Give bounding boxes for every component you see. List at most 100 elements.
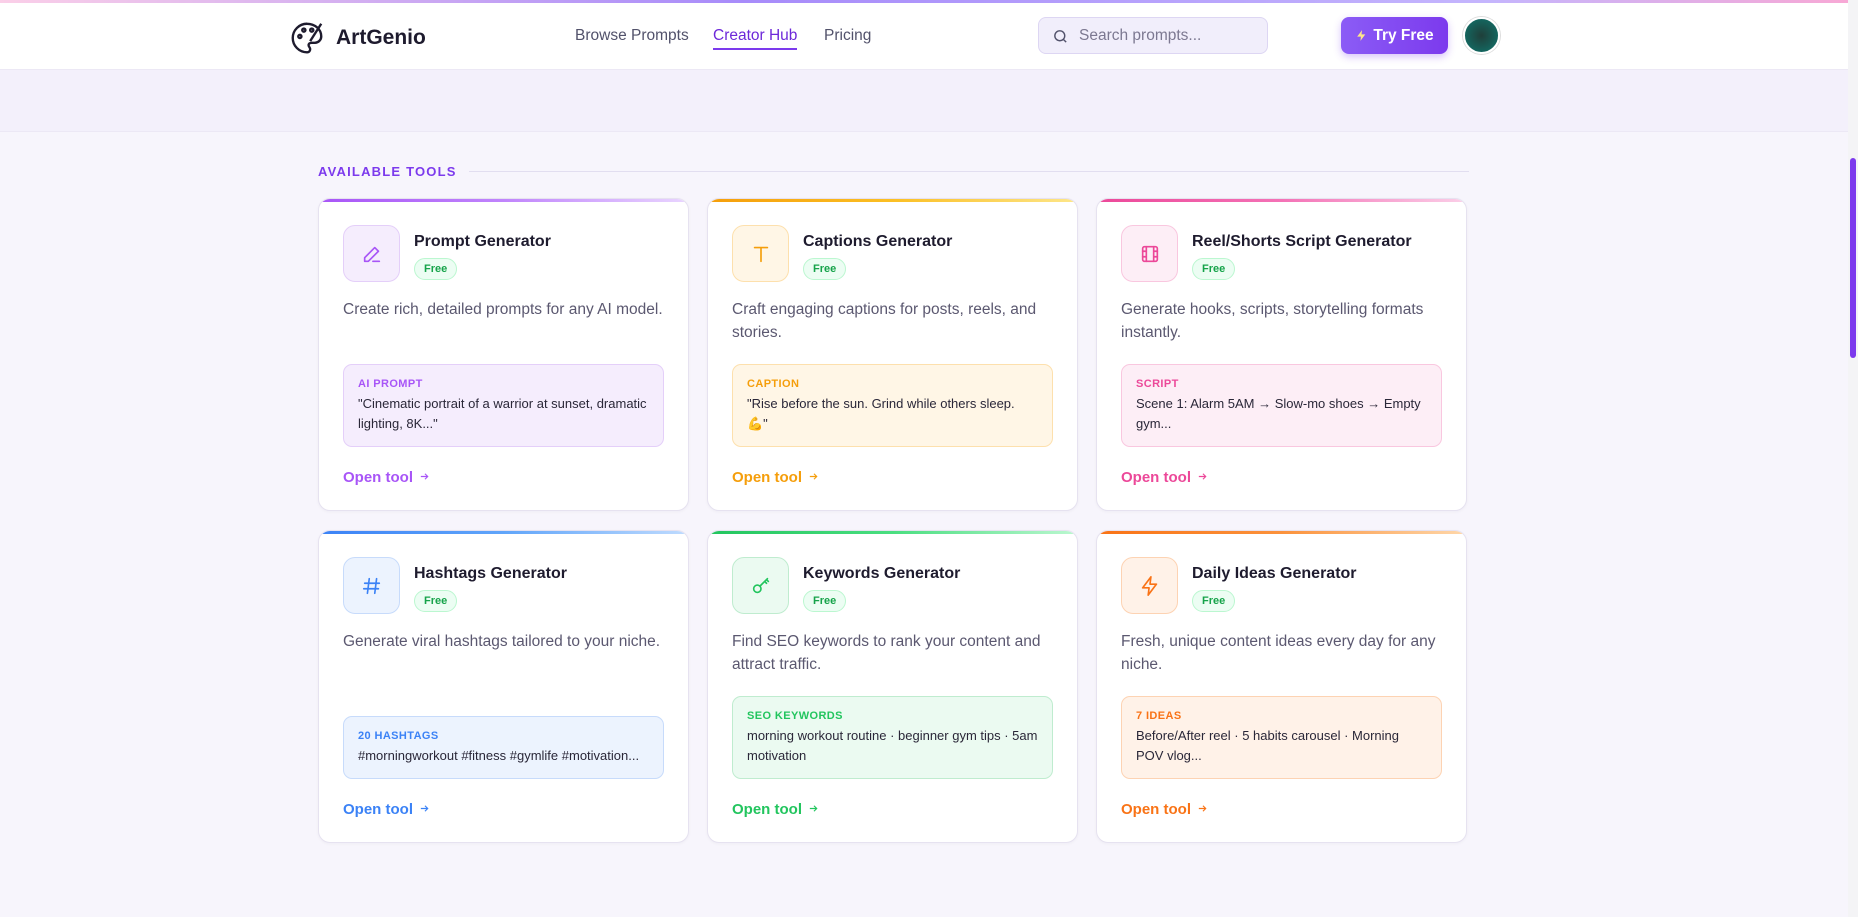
example-box: SEO KEYWORDS morning workout routine · be… — [732, 696, 1053, 779]
tool-description: Create rich, detailed prompts for any AI… — [343, 301, 663, 318]
open-tool-link[interactable]: Open tool — [1121, 469, 1442, 486]
search-placeholder: Search prompts... — [1079, 26, 1202, 44]
example-text: "Rise before the sun. Grind while others… — [747, 396, 1015, 431]
link-text: Open tool — [732, 801, 802, 818]
arrow-icon — [1197, 801, 1208, 818]
hero-band — [0, 70, 1848, 132]
cta-text: Try Free — [1373, 26, 1434, 44]
example-text: Before/After reel · 5 habits carousel · … — [1136, 728, 1400, 763]
card-header: Captions Generator Free — [732, 225, 1053, 282]
example-label: SEO KEYWORDS — [747, 710, 843, 722]
example-box: 7 IDEAS Before/After reel · 5 habits caro… — [1121, 696, 1442, 779]
open-tool-link[interactable]: Open tool — [343, 469, 664, 486]
icon-glyph — [363, 246, 380, 262]
section-header: AVAILABLE TOOLS — [318, 164, 1469, 179]
scrollbar — [1848, 0, 1858, 917]
tool-icon — [1121, 225, 1178, 282]
link-text: Open tool — [1121, 801, 1191, 818]
arrow-icon — [419, 469, 430, 486]
avatar[interactable] — [1463, 17, 1500, 54]
card-header: Hashtags Generator Free — [343, 557, 664, 614]
free-badge: Free — [803, 258, 847, 280]
example-text: #morningworkout #fitness #gymlife #motiv… — [358, 747, 640, 763]
arrow-icon — [808, 469, 819, 486]
tool-title: Prompt Generator — [414, 233, 551, 250]
icon-glyph — [752, 577, 769, 593]
title-block: Hashtags Generator Free — [414, 557, 567, 612]
free-badge: Free — [1192, 258, 1236, 280]
example-label: CAPTION — [747, 378, 800, 390]
title-block: Keywords Generator Free — [803, 557, 960, 612]
tool-icon — [343, 225, 400, 282]
example-label: SCRIPT — [1136, 378, 1179, 390]
icon-glyph — [753, 246, 768, 262]
icon-glyph — [362, 577, 380, 594]
tool-description: Generate hooks, scripts, storytelling fo… — [1121, 301, 1424, 341]
nav-link[interactable]: Browse Prompts — [575, 27, 689, 44]
brand[interactable]: ArtGenio — [288, 19, 426, 57]
tool-card[interactable]: Prompt Generator Free Create rich, detaile… — [318, 198, 689, 511]
tool-card[interactable]: Reel/Shorts Script Generator Free Generate… — [1096, 198, 1467, 511]
card-header: Prompt Generator Free — [343, 225, 664, 282]
open-tool-link[interactable]: Open tool — [732, 469, 1053, 486]
icon-glyph — [1141, 575, 1157, 596]
example-box: CAPTION "Rise before the sun. Grind while… — [732, 364, 1053, 447]
tool-title: Keywords Generator — [803, 565, 961, 582]
tool-title: Hashtags Generator — [414, 565, 567, 582]
tool-title: Daily Ideas Generator — [1192, 565, 1357, 582]
tool-icon — [732, 557, 789, 614]
link-text: Open tool — [732, 469, 802, 486]
title-block: Captions Generator Free — [803, 225, 952, 280]
top-accent — [0, 0, 1858, 3]
title-block: Prompt Generator Free — [414, 225, 551, 280]
tool-icon — [1121, 557, 1178, 614]
card-accent — [1097, 531, 1466, 534]
example-box: AI PROMPT "Cinematic portrait of a warrio… — [343, 364, 664, 447]
brand-name: ArtGenio — [336, 26, 426, 49]
title-block: Reel/Shorts Script Generator Free — [1192, 225, 1412, 280]
card-accent — [708, 199, 1077, 202]
example-label: AI PROMPT — [358, 378, 423, 390]
example-label: 7 IDEAS — [1136, 710, 1182, 722]
card-header: Reel/Shorts Script Generator Free — [1121, 225, 1442, 282]
tool-description: Generate viral hashtags tailored to your… — [343, 633, 661, 650]
free-badge: Free — [803, 590, 847, 612]
card-accent — [1097, 199, 1466, 202]
link-text: Open tool — [343, 469, 413, 486]
card-accent — [319, 199, 688, 202]
tool-description: Find SEO keywords to rank your content a… — [732, 633, 1041, 673]
title-block: Daily Ideas Generator Free — [1192, 557, 1357, 612]
open-tool-link[interactable]: Open tool — [732, 801, 1053, 818]
nav-link[interactable]: Pricing — [824, 27, 872, 44]
free-badge: Free — [414, 258, 458, 280]
tool-description: Craft engaging captions for posts, reels… — [732, 301, 1037, 341]
tool-card[interactable]: Hashtags Generator Free Generate viral has… — [318, 530, 689, 843]
tools-grid: Prompt Generator Free Create rich, detaile… — [318, 198, 1467, 843]
navbar: ArtGenio Browse Prompts Creator Hub Pric… — [0, 3, 1858, 70]
card-header: Keywords Generator Free — [732, 557, 1053, 614]
search-icon — [1054, 30, 1067, 43]
search-box[interactable]: Search prompts... — [1038, 17, 1268, 54]
arrow-icon — [1197, 469, 1208, 486]
free-badge: Free — [414, 590, 458, 612]
tool-card[interactable]: Keywords Generator Free Find SEO keywords … — [707, 530, 1078, 843]
example-box: SCRIPT Scene 1: Alarm 5AM → Slow-mo shoes… — [1121, 364, 1442, 447]
arrow-icon — [808, 801, 819, 818]
nav-link[interactable]: Creator Hub — [713, 27, 798, 50]
tool-icon — [732, 225, 789, 282]
icon-glyph — [1141, 245, 1158, 262]
link-text: Open tool — [1121, 469, 1191, 486]
tool-description: Fresh, unique content ideas every day fo… — [1121, 633, 1436, 673]
tool-card[interactable]: Daily Ideas Generator Free Fresh, unique c… — [1096, 530, 1467, 843]
open-tool-link[interactable]: Open tool — [343, 801, 664, 818]
try-free-button[interactable]: Try Free — [1341, 17, 1448, 54]
card-accent — [319, 531, 688, 534]
open-tool-link[interactable]: Open tool — [1121, 801, 1442, 818]
arrow-icon — [419, 801, 430, 818]
example-label: 20 HASHTAGS — [358, 729, 439, 742]
card-header: Daily Ideas Generator Free — [1121, 557, 1442, 614]
tool-card[interactable]: Captions Generator Free Craft engaging cap… — [707, 198, 1078, 511]
bolt-icon — [1357, 30, 1366, 41]
